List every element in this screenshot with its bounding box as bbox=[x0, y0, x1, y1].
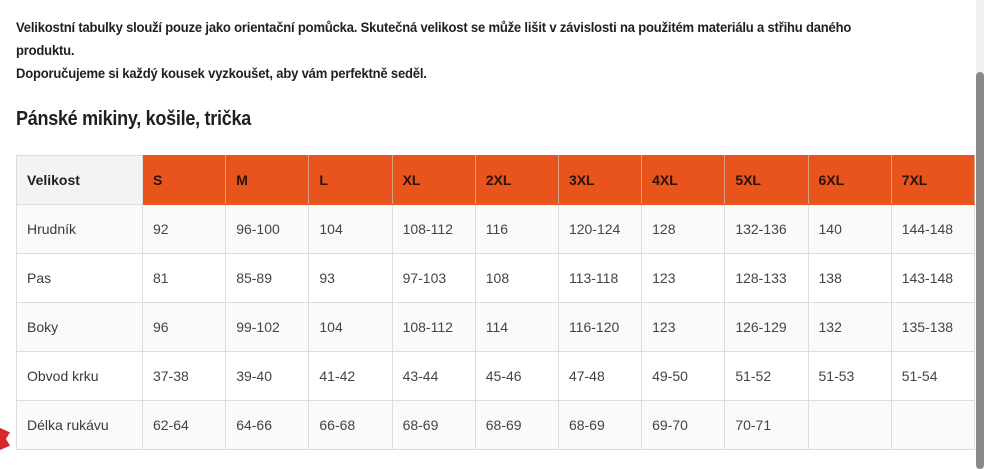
table-cell: 104 bbox=[308, 204, 393, 254]
size-header-cell: L bbox=[308, 155, 393, 205]
size-header-cell: 6XL bbox=[807, 155, 892, 205]
table-cell: 108 bbox=[474, 253, 559, 303]
table-cell: 70-71 bbox=[724, 400, 809, 450]
table-cell: 138 bbox=[807, 253, 892, 303]
table-cell: 41-42 bbox=[308, 351, 393, 401]
table-cell: 85-89 bbox=[225, 253, 310, 303]
table-cell: 123 bbox=[641, 302, 726, 352]
table-row: Hrudník 92 96-100 104 108-112 116 120-12… bbox=[16, 204, 975, 254]
table-cell: 135-138 bbox=[890, 302, 975, 352]
table-cell: 62-64 bbox=[141, 400, 227, 450]
table-cell: 47-48 bbox=[557, 351, 643, 401]
table-cell: 93 bbox=[308, 253, 393, 303]
table-cell: 51-54 bbox=[890, 351, 975, 401]
table-cell: 116 bbox=[474, 204, 559, 254]
table-row: Délka rukávu 62-64 64-66 66-68 68-69 68-… bbox=[16, 400, 975, 450]
size-header-cell: 2XL bbox=[474, 155, 559, 205]
table-cell: 39-40 bbox=[225, 351, 310, 401]
size-header-cell: 4XL bbox=[641, 155, 726, 205]
table-cell: 140 bbox=[807, 204, 892, 254]
table-cell: 51-53 bbox=[807, 351, 892, 401]
row-label: Obvod krku bbox=[16, 351, 143, 401]
scrollbar-thumb[interactable] bbox=[976, 72, 984, 469]
row-label: Boky bbox=[16, 302, 143, 352]
row-label: Pas bbox=[16, 253, 143, 303]
table-cell bbox=[890, 400, 975, 450]
intro-line-2: Doporučujeme si každý kousek vyzkoušet, … bbox=[16, 65, 427, 81]
size-header-cell: 7XL bbox=[890, 155, 975, 205]
row-label: Délka rukávu bbox=[16, 400, 143, 450]
size-header-cell: 3XL bbox=[557, 155, 643, 205]
table-cell: 113-118 bbox=[557, 253, 643, 303]
table-cell: 43-44 bbox=[391, 351, 476, 401]
floating-badge-icon[interactable] bbox=[0, 428, 10, 450]
size-table: Velikost S M L XL 2XL 3XL 4XL 5XL 6XL 7X… bbox=[16, 155, 975, 450]
table-cell: 37-38 bbox=[141, 351, 227, 401]
table-cell: 104 bbox=[308, 302, 393, 352]
table-cell: 99-102 bbox=[225, 302, 310, 352]
row-label: Hrudník bbox=[16, 204, 143, 254]
table-cell: 69-70 bbox=[641, 400, 726, 450]
table-cell: 64-66 bbox=[225, 400, 310, 450]
size-header-cell: XL bbox=[391, 155, 476, 205]
table-cell: 81 bbox=[141, 253, 227, 303]
table-row: Pas 81 85-89 93 97-103 108 113-118 123 1… bbox=[16, 253, 975, 303]
table-cell: 128 bbox=[641, 204, 726, 254]
table-cell: 66-68 bbox=[308, 400, 393, 450]
table-cell: 49-50 bbox=[641, 351, 726, 401]
table-cell: 132 bbox=[807, 302, 892, 352]
size-header-cell: S bbox=[141, 155, 227, 205]
table-row: Boky 96 99-102 104 108-112 114 116-120 1… bbox=[16, 302, 975, 352]
table-cell: 114 bbox=[474, 302, 559, 352]
table-cell: 128-133 bbox=[724, 253, 809, 303]
table-cell: 68-69 bbox=[391, 400, 476, 450]
table-cell: 123 bbox=[641, 253, 726, 303]
table-cell: 108-112 bbox=[391, 302, 476, 352]
scrollbar-track[interactable] bbox=[976, 0, 984, 469]
table-cell: 92 bbox=[141, 204, 227, 254]
size-header-row: Velikost S M L XL 2XL 3XL 4XL 5XL 6XL 7X… bbox=[16, 155, 975, 205]
table-cell: 68-69 bbox=[474, 400, 559, 450]
intro-notice: Velikostní tabulky slouží pouze jako ori… bbox=[16, 16, 890, 85]
section-title: Pánské mikiny, košile, trička bbox=[16, 108, 251, 130]
table-cell: 68-69 bbox=[557, 400, 643, 450]
table-cell: 108-112 bbox=[391, 204, 476, 254]
table-cell: 96-100 bbox=[225, 204, 310, 254]
table-cell: 97-103 bbox=[391, 253, 476, 303]
size-header-cell: M bbox=[225, 155, 310, 205]
table-cell: 144-148 bbox=[890, 204, 975, 254]
corner-label: Velikost bbox=[16, 155, 143, 205]
table-cell: 143-148 bbox=[890, 253, 975, 303]
intro-line-1: Velikostní tabulky slouží pouze jako ori… bbox=[16, 19, 852, 58]
table-cell: 96 bbox=[141, 302, 227, 352]
size-header-cell: 5XL bbox=[724, 155, 809, 205]
table-cell bbox=[807, 400, 892, 450]
table-cell: 132-136 bbox=[724, 204, 809, 254]
table-cell: 116-120 bbox=[557, 302, 643, 352]
table-cell: 120-124 bbox=[557, 204, 643, 254]
table-cell: 126-129 bbox=[724, 302, 809, 352]
table-cell: 51-52 bbox=[724, 351, 809, 401]
table-cell: 45-46 bbox=[474, 351, 559, 401]
table-row: Obvod krku 37-38 39-40 41-42 43-44 45-46… bbox=[16, 351, 975, 401]
